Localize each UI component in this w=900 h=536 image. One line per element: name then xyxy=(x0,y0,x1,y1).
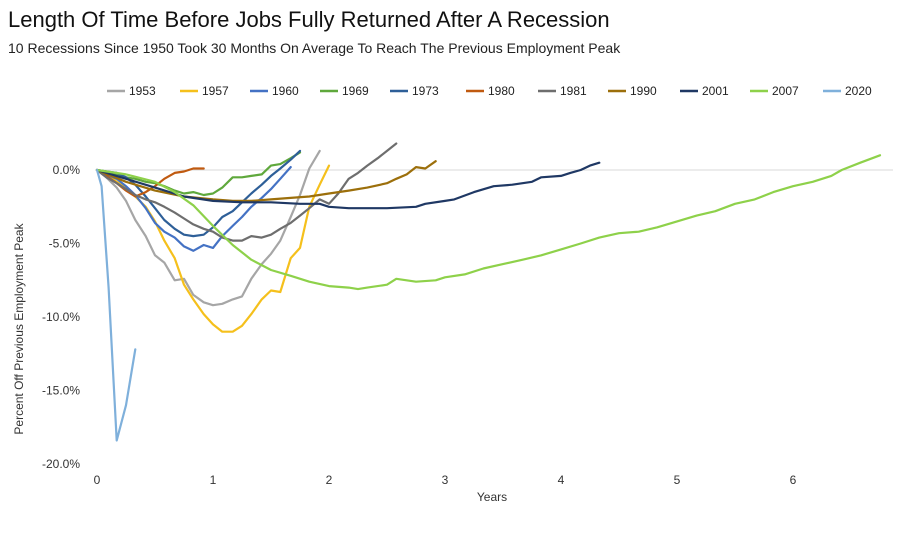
series-lines xyxy=(95,142,882,442)
legend-label: 1973 xyxy=(412,84,439,98)
legend-label: 2007 xyxy=(772,84,799,98)
x-tick-label: 5 xyxy=(674,473,681,487)
x-tick-label: 6 xyxy=(790,473,797,487)
y-axis: 0.0% -5.0% -10.0% -15.0% -20.0% xyxy=(42,163,80,471)
y-tick-label: -5.0% xyxy=(49,237,81,251)
series-line-1969 xyxy=(95,151,302,197)
x-axis: 0 1 2 3 4 5 6 xyxy=(94,473,797,487)
series-line-2001 xyxy=(95,161,601,210)
series-line-1981 xyxy=(95,142,398,242)
legend-label: 2001 xyxy=(702,84,729,98)
legend-label: 1957 xyxy=(202,84,229,98)
x-tick-label: 4 xyxy=(558,473,565,487)
x-tick-label: 3 xyxy=(442,473,449,487)
chart-title: Length Of Time Before Jobs Fully Returne… xyxy=(8,7,610,32)
legend-label: 1960 xyxy=(272,84,299,98)
y-axis-label: Percent Off Previous Employment Peak xyxy=(12,222,26,434)
x-tick-label: 2 xyxy=(326,473,333,487)
legend-label: 2020 xyxy=(845,84,872,98)
legend-label: 1981 xyxy=(560,84,587,98)
y-tick-label: -15.0% xyxy=(42,384,80,398)
x-tick-label: 0 xyxy=(94,473,101,487)
series-line-2020 xyxy=(95,168,137,442)
x-axis-label: Years xyxy=(477,490,507,504)
y-tick-label: -10.0% xyxy=(42,310,80,324)
legend-label: 1980 xyxy=(488,84,515,98)
legend: 1953 1957 1960 1969 1973 1980 1981 1990 2001 2007… xyxy=(107,84,872,98)
chart-subtitle: 10 Recessions Since 1950 Took 30 Months … xyxy=(8,40,621,56)
legend-label: 1953 xyxy=(129,84,156,98)
y-tick-label: -20.0% xyxy=(42,457,80,471)
legend-label: 1969 xyxy=(342,84,369,98)
legend-label: 1990 xyxy=(630,84,657,98)
series-line-2007 xyxy=(95,154,882,291)
x-tick-label: 1 xyxy=(210,473,217,487)
series-line-1953 xyxy=(95,149,321,307)
y-tick-label: 0.0% xyxy=(53,163,81,177)
